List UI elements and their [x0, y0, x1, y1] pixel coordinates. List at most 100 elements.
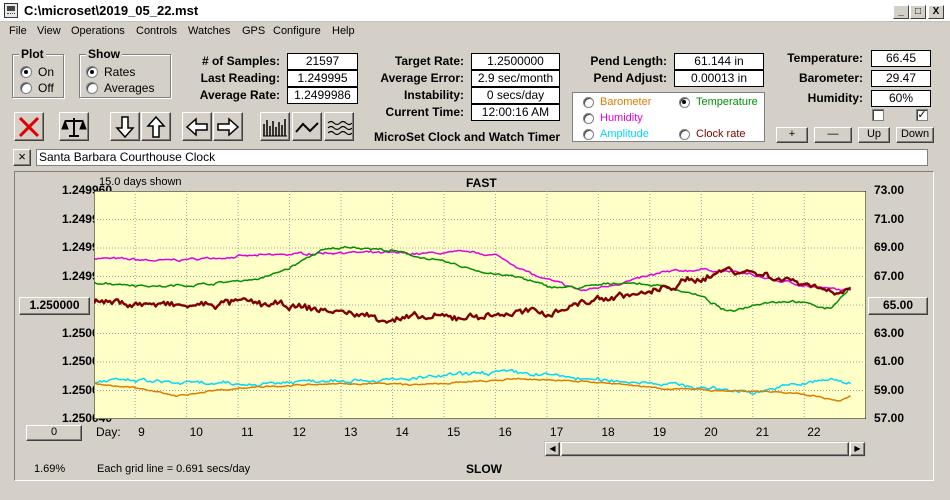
day-tick-label: 13	[344, 425, 358, 439]
series-line-4	[94, 377, 851, 402]
legend-amplitude-radio[interactable]	[583, 128, 594, 140]
zero-button[interactable]: 0	[26, 425, 82, 441]
plot-off-radio[interactable]	[20, 82, 32, 94]
day-tick-label: 14	[395, 425, 409, 439]
minimize-button[interactable]: _	[893, 5, 909, 19]
legend-temperature-label: Temperature	[696, 96, 758, 108]
stop-button[interactable]	[14, 112, 44, 141]
up-button[interactable]: Up	[858, 127, 890, 143]
pend-length-field: 61.144 in	[674, 53, 764, 70]
right-axis-center-button[interactable]: 65.00	[868, 297, 928, 315]
legend-temperature-radio[interactable]	[679, 96, 690, 108]
scroll-left-arrow-icon[interactable]: ◀	[545, 442, 560, 456]
current-time-field: 12:00:16 AM	[471, 104, 560, 121]
menu-gps[interactable]: GPS	[242, 25, 266, 37]
percent-label: 1.69%	[34, 463, 66, 475]
scroll-left-button[interactable]	[182, 112, 212, 141]
show-averages-option[interactable]: Averages	[86, 81, 154, 95]
legend-clock-rate[interactable]: Clock rate	[679, 128, 746, 140]
right-axis-tick-label: 73.00	[874, 183, 905, 197]
line-graph-icon	[295, 121, 319, 133]
horizontal-scrollbar[interactable]: ◀ ▶	[544, 441, 866, 457]
plot-off-option[interactable]: Off	[20, 81, 54, 95]
day-tick-label: 12	[292, 425, 306, 439]
option-checkbox-1[interactable]	[872, 109, 884, 121]
plot-off-label: Off	[38, 81, 54, 95]
menu-watches[interactable]: Watches	[188, 25, 231, 37]
legend-temperature[interactable]: Temperature	[679, 96, 758, 108]
plus-button[interactable]: +	[776, 127, 808, 143]
grid-note: Each grid line = 0.691 secs/day	[97, 463, 251, 475]
day-tick-label: 16	[498, 425, 512, 439]
series-line-2	[94, 266, 851, 324]
average-rate-field: 1.2499986	[287, 87, 358, 104]
plot-on-radio[interactable]	[20, 66, 32, 78]
day-tick-label: 17	[549, 425, 564, 439]
option-checkbox-2[interactable]: ✓	[916, 109, 928, 121]
humidity-field: 60%	[871, 90, 931, 107]
show-rates-option[interactable]: Rates	[86, 65, 135, 79]
current-time-label: Current Time:	[385, 105, 464, 119]
menu-help[interactable]: Help	[332, 25, 355, 37]
scroll-right-arrow-icon[interactable]: ▶	[850, 442, 865, 456]
legend-barometer[interactable]: Barometer	[583, 96, 651, 108]
show-averages-radio[interactable]	[86, 82, 98, 94]
plot-on-label: On	[38, 65, 55, 79]
right-axis-tick-label: 71.00	[874, 211, 905, 226]
maximize-button[interactable]: □	[910, 5, 926, 19]
line-view-button[interactable]	[292, 112, 322, 141]
show-averages-label: Averages	[104, 81, 155, 95]
legend-barometer-radio[interactable]	[583, 96, 594, 108]
legend-amplitude[interactable]: Amplitude	[583, 128, 649, 140]
instability-field: 0 secs/day	[471, 87, 560, 104]
app-icon[interactable]	[4, 3, 18, 18]
day-tick-label: 22	[807, 425, 821, 439]
menu-configure[interactable]: Configure	[273, 25, 321, 37]
samples-field: 21597	[287, 53, 358, 70]
scroll-right-button[interactable]	[213, 112, 243, 141]
legend-humidity[interactable]: Humidity	[583, 112, 643, 124]
temperature-field: 66.45	[871, 50, 931, 67]
minus-button[interactable]: —	[814, 127, 852, 143]
day-tick-label: 11	[241, 425, 254, 439]
scroll-up-button[interactable]	[141, 112, 171, 141]
legend-amplitude-label: Amplitude	[600, 128, 649, 140]
bar-graph-icon	[263, 118, 287, 136]
down-button[interactable]: Down	[896, 127, 934, 143]
sensor-legend: Barometer Temperature Humidity Amplitude…	[572, 92, 765, 142]
legend-clock-rate-radio[interactable]	[679, 128, 690, 140]
fast-label: FAST	[466, 176, 497, 190]
barometer-field: 29.47	[871, 70, 931, 87]
window-title: C:\microset\2019_05_22.mst	[24, 3, 199, 18]
balance-scale-icon	[61, 117, 87, 137]
legend-humidity-radio[interactable]	[583, 112, 594, 124]
last-reading-label: Last Reading:	[200, 71, 280, 85]
day-tick-label: 9	[138, 425, 145, 439]
balance-button[interactable]	[59, 112, 89, 141]
watch-name-input[interactable]: Santa Barbara Courthouse Clock	[36, 149, 928, 166]
menu-controls[interactable]: Controls	[136, 25, 177, 37]
close-button[interactable]: X	[928, 5, 944, 19]
days-shown-label: 15.0 days shown	[99, 176, 182, 188]
menu-file[interactable]: File	[9, 25, 27, 37]
watch-close-button[interactable]: ×	[13, 149, 31, 166]
bar-view-button[interactable]	[260, 112, 290, 141]
wave-view-button[interactable]	[324, 112, 354, 141]
left-axis-center-button[interactable]: 1.250000	[19, 297, 90, 315]
legend-barometer-label: Barometer	[600, 96, 652, 108]
right-axis-tick-label: 69.00	[874, 240, 905, 254]
average-rate-label: Average Rate:	[199, 88, 280, 102]
instability-label: Instability:	[403, 88, 464, 102]
scroll-down-button[interactable]	[110, 112, 140, 141]
plot-group-title: Plot	[19, 47, 46, 61]
barometer-label: Barometer:	[798, 71, 863, 85]
day-tick-label: 10	[189, 425, 203, 439]
samples-label: # of Samples:	[201, 54, 280, 68]
show-rates-radio[interactable]	[86, 66, 98, 78]
menu-operations[interactable]: Operations	[71, 25, 125, 37]
legend-humidity-label: Humidity	[600, 112, 643, 124]
target-rate-label: Target Rate:	[394, 54, 464, 68]
menu-view[interactable]: View	[37, 25, 61, 37]
plot-on-option[interactable]: On	[20, 65, 54, 79]
scrollbar-thumb[interactable]	[561, 442, 849, 456]
